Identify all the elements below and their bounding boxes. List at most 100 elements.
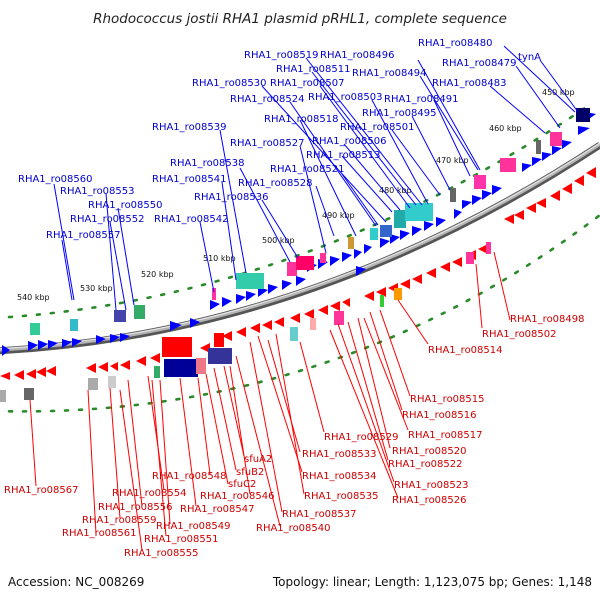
gene-label: RHA1_ro08552	[70, 214, 145, 225]
gene-box	[296, 256, 314, 270]
gene-label: RHA1_ro08536	[194, 192, 269, 203]
gene-label: RHA1_ro08554	[112, 488, 187, 499]
forward-gene-arrow	[364, 244, 372, 254]
forward-gene-arrow	[258, 287, 268, 297]
reverse-gene-arrow	[412, 274, 422, 284]
gene-label: RHA1_ro08534	[302, 471, 377, 482]
gene-label: RHA1_ro08533	[302, 449, 377, 460]
gene-box	[212, 288, 216, 300]
reverse-gene-arrow	[550, 190, 560, 201]
reverse-gene-arrow	[426, 268, 436, 278]
map-title: Rhodococcus jostii RHA1 plasmid pRHL1, c…	[93, 11, 507, 27]
reverse-gene-arrow	[364, 291, 374, 301]
backbone	[0, 142, 600, 355]
reverse-gene-arrow	[14, 370, 24, 380]
forward-gene-arrow	[390, 234, 400, 244]
gene-box	[0, 390, 6, 402]
gene-label: RHA1_ro08528	[238, 178, 313, 189]
gene-box	[208, 348, 232, 364]
gene-box	[334, 311, 344, 325]
gene-label: RHA1_ro08506	[312, 136, 387, 147]
gene-label: RHA1_ro08523	[394, 480, 469, 491]
gene-label: RHA1_ro08548	[152, 471, 227, 482]
forward-gene-arrow	[268, 284, 278, 294]
forward-gene-arrow	[282, 280, 292, 290]
gene-label: RHA1_ro08515	[410, 394, 485, 405]
gene-label: RHA1_ro08529	[324, 432, 399, 443]
gene-box	[164, 359, 198, 377]
forward-gene-arrow	[482, 190, 492, 200]
tick-ring-outer	[0, 106, 587, 319]
gene-box	[134, 305, 145, 319]
reverse-gene-arrow	[514, 210, 524, 220]
gene-box	[114, 310, 126, 322]
forward-gene-arrow	[380, 238, 390, 248]
reverse-gene-arrow	[342, 298, 350, 307]
gene-label: RHA1_ro08495	[362, 108, 437, 119]
gene-label: RHA1_ro08549	[156, 521, 231, 532]
gene-label: RHA1_ro08538	[170, 158, 245, 169]
forward-gene-arrow	[436, 217, 446, 227]
gene-label: RHA1_ro08480	[418, 38, 493, 49]
forward-gene-arrow	[28, 341, 38, 351]
gene-box	[474, 175, 486, 189]
gene-label: RHA1_ro08555	[124, 548, 199, 559]
gene-label: RHA1_ro08516	[402, 410, 477, 421]
gene-label: RHA1_ro08524	[230, 94, 305, 105]
gene-label: RHA1_ro08553	[60, 186, 135, 197]
forward-gene-arrow	[62, 339, 72, 348]
gene-label: RHA1_ro08498	[510, 314, 585, 325]
forward-genes	[2, 112, 596, 356]
gene-label: RHA1_ro08551	[144, 534, 219, 545]
reverse-gene-arrow	[250, 323, 260, 333]
gene-label: RHA1_ro08560	[18, 174, 93, 185]
forward-gene-arrow	[38, 340, 48, 350]
gene-label: RHA1_ro08503	[308, 92, 383, 103]
reverse-gene-arrow	[574, 175, 584, 186]
gene-label: RHA1_ro08530	[192, 78, 267, 89]
gene-label: RHA1_ro08519	[244, 50, 319, 61]
reverse-gene-arrow	[46, 366, 56, 376]
gene-box	[70, 319, 78, 331]
gene-label: RHA1_ro08526	[392, 495, 467, 506]
gene-label: RHA1_ro08518	[264, 114, 339, 125]
reverse-labels: RHA1_ro08498 RHA1_ro08502 RHA1_ro08514 R…	[4, 314, 585, 559]
reverse-gene-arrow	[150, 353, 160, 363]
gene-label: RHA1_ro08550	[88, 200, 163, 211]
reverse-gene-boxes	[0, 242, 491, 402]
gene-label: RHA1_ro08491	[384, 94, 459, 105]
reverse-gene-arrow	[586, 167, 596, 178]
gene-label: RHA1_ro08539	[152, 122, 227, 133]
reverse-gene-arrow	[318, 305, 328, 315]
forward-gene-arrow	[246, 291, 256, 301]
forward-gene-arrow	[578, 126, 590, 135]
forward-gene-arrow	[210, 300, 220, 310]
forward-gene-arrow	[356, 266, 366, 276]
gene-box	[370, 228, 378, 240]
tick-label: 510 kbp	[203, 254, 236, 263]
reverse-gene-arrow	[26, 369, 36, 379]
tick-label: 450 kbp	[542, 88, 575, 97]
gene-label: RHA1_ro08521	[270, 164, 345, 175]
gene-box	[576, 108, 590, 122]
gene-label: RHA1_ro08547	[180, 504, 255, 515]
tick-label: 490 kbp	[322, 211, 355, 220]
gene-label: RHA1_ro08561	[62, 528, 137, 539]
topology-text: Topology: linear; Length: 1,123,075 bp; …	[272, 575, 592, 589]
forward-gene-arrow	[562, 140, 572, 149]
gene-box	[196, 358, 206, 374]
gene-label: RHA1_ro08511	[276, 64, 351, 75]
accession-text: Accession: NC_008269	[8, 575, 144, 589]
forward-gene-arrow	[170, 321, 182, 331]
gene-box	[536, 140, 541, 154]
forward-gene-arrow	[342, 252, 352, 262]
reverse-gene-arrow	[562, 183, 572, 194]
reverse-gene-arrow	[236, 327, 246, 337]
gene-label: RHA1_ro08520	[392, 446, 467, 457]
gene-label: RHA1_ro08507	[270, 78, 345, 89]
gene-box	[290, 327, 298, 341]
gene-box	[320, 253, 326, 263]
tick-label: 480 kbp	[379, 186, 412, 195]
reverse-gene-arrow	[330, 301, 340, 311]
gene-box	[486, 242, 491, 254]
